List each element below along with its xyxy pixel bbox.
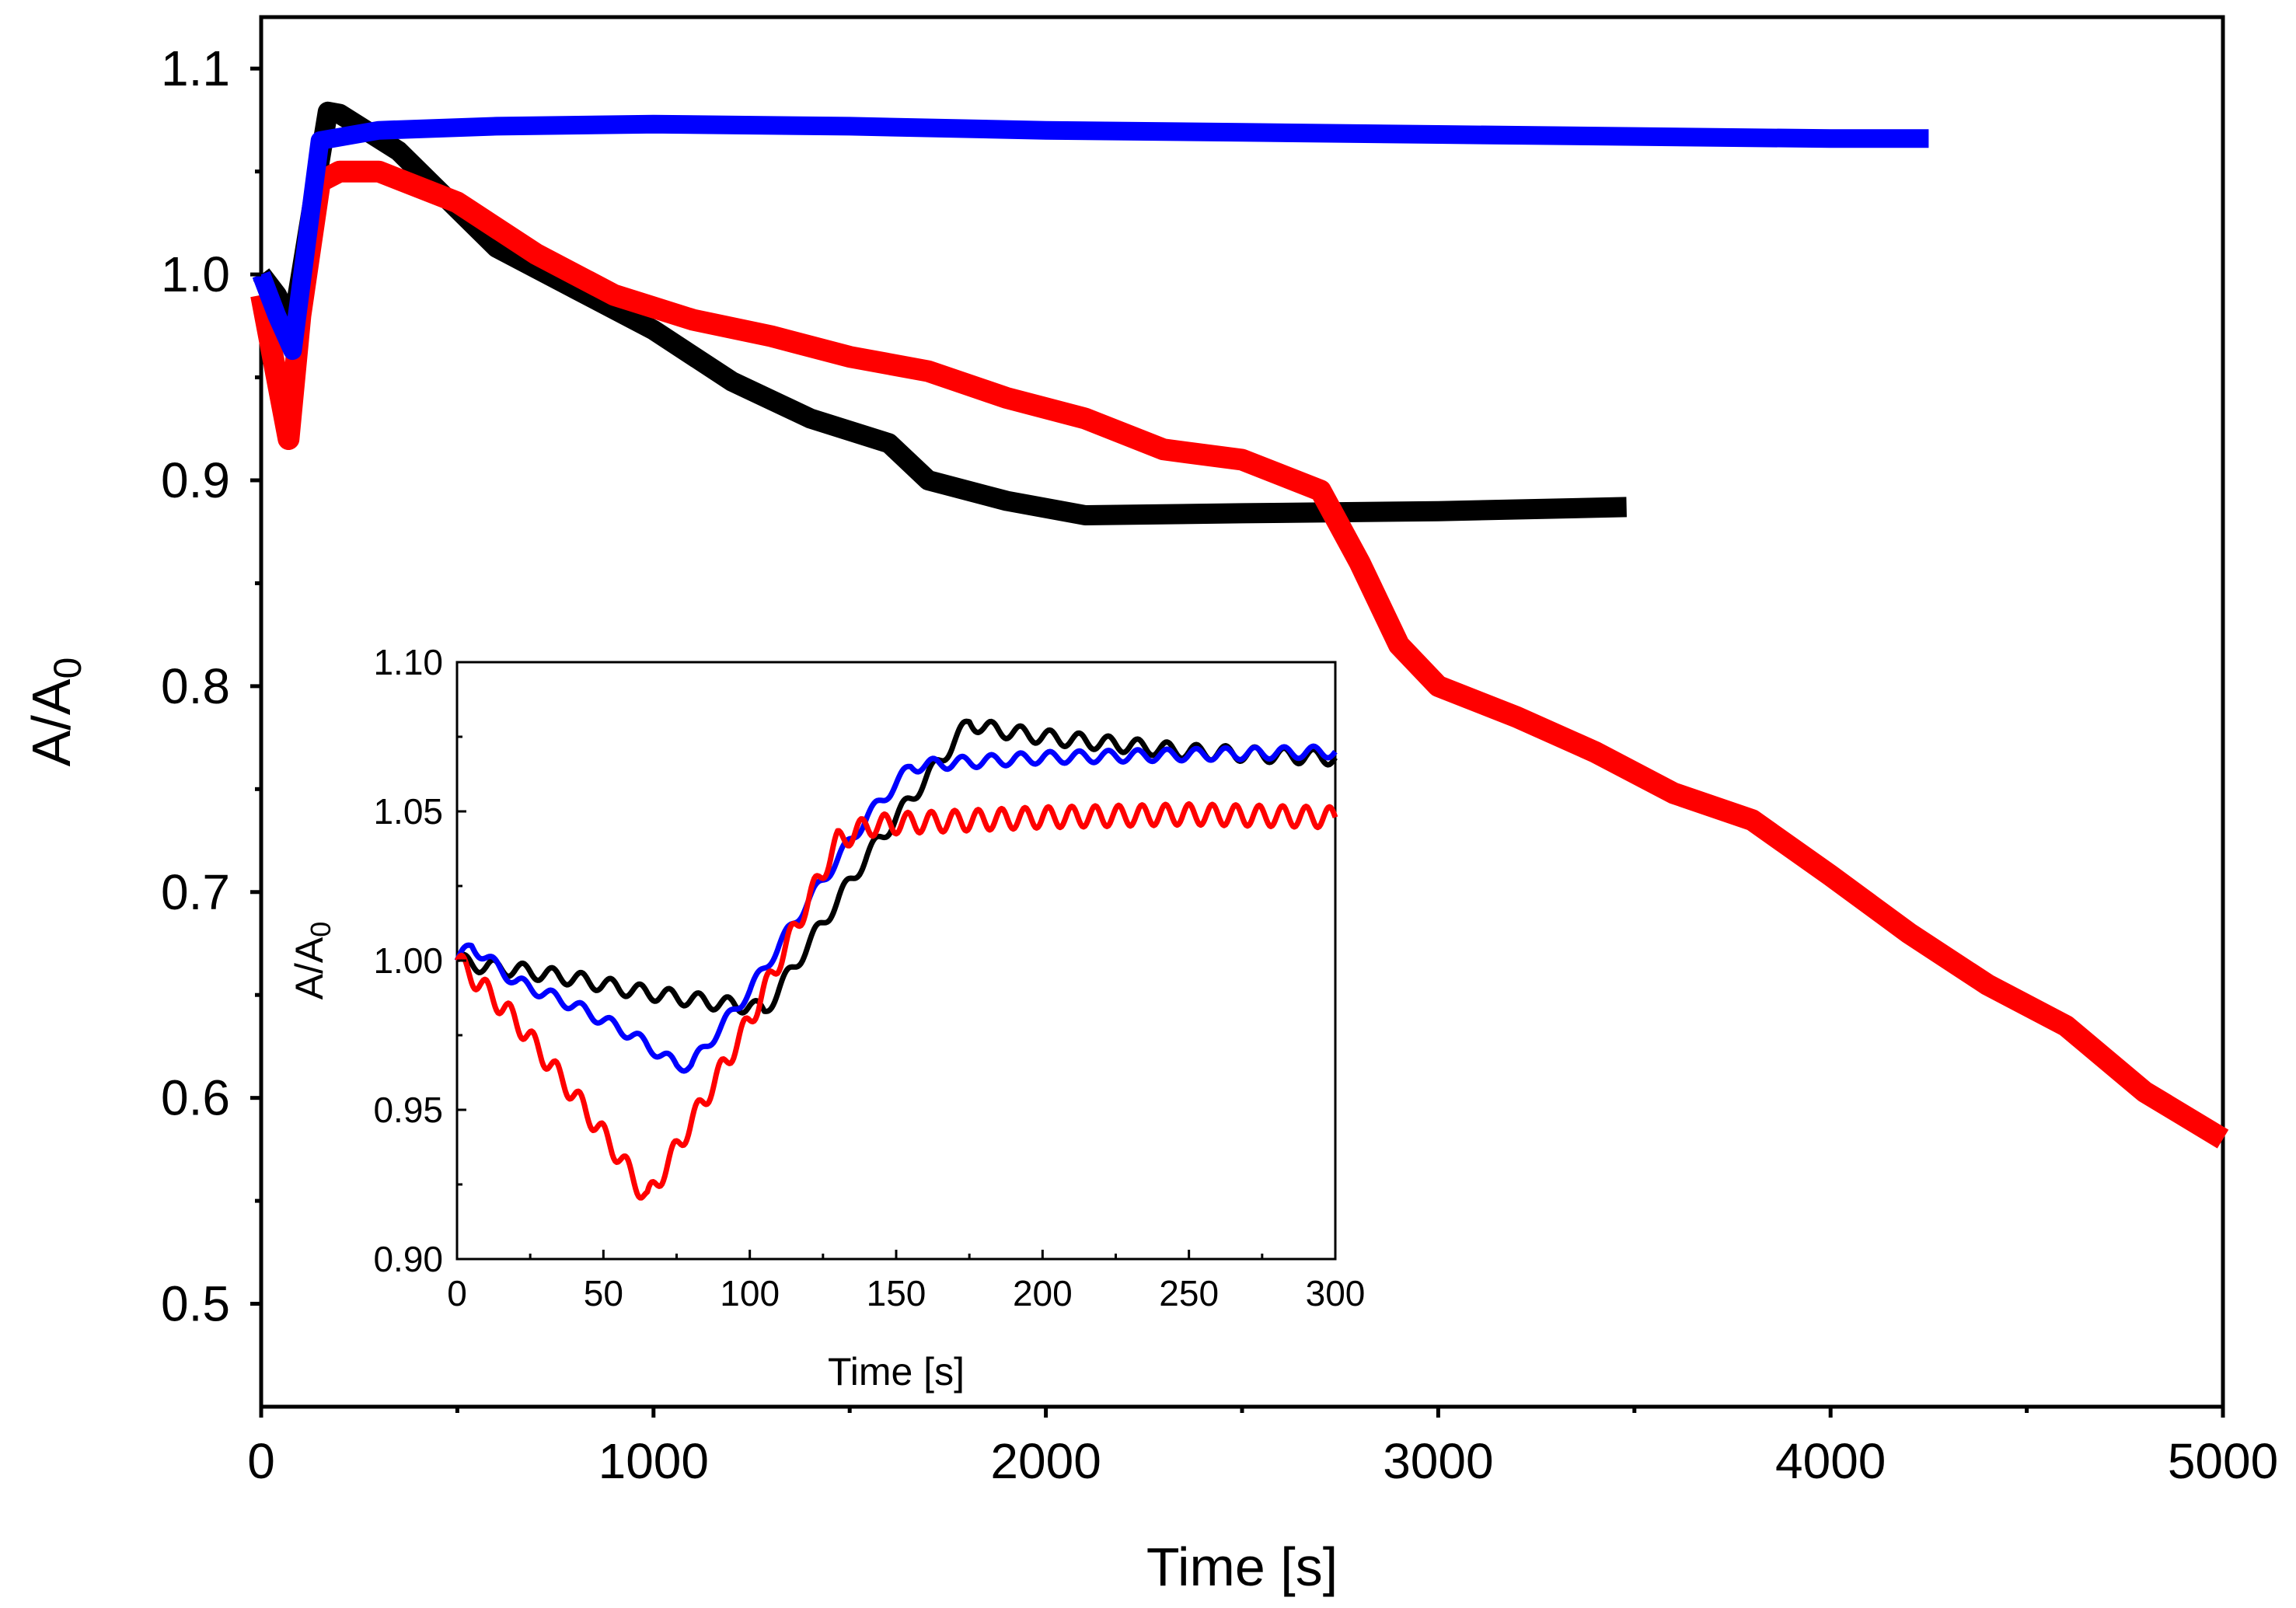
inset-y-tick-label: 1.00 [373, 940, 443, 981]
inset-y-axis-label: A/A0 [288, 922, 337, 1000]
main-ticks-group: 0 1000 2000 3000 4000 50000.50.60.70.80.91.01… [161, 40, 2278, 1489]
main-y-tick-label: 0.6 [161, 1070, 230, 1126]
inset-x-tick-label: 200 [1013, 1273, 1073, 1313]
main-y-tick-label: 0.9 [161, 452, 230, 508]
inset-x-tick-label: 50 [584, 1273, 623, 1313]
main-y-tick-label: 0.5 [161, 1276, 230, 1332]
main-y-axis-label: A/A0 [21, 658, 89, 767]
main-series-group [250, 101, 2229, 1149]
main-x-tick-label: 2000 [990, 1433, 1101, 1489]
main-y-axis-label-sub: 0 [46, 658, 89, 679]
inset-background [457, 662, 1335, 1259]
main-x-tick-label: 1000 [598, 1433, 709, 1489]
inset-series-red [454, 801, 1338, 1201]
main-series-black [253, 101, 1627, 525]
main-y-tick-label: 0.7 [161, 864, 230, 920]
inset-y-axis-label-main: A/A [288, 937, 331, 999]
inset-series-blue [454, 743, 1338, 1074]
main-y-tick-label: 1.0 [161, 246, 230, 302]
inset-y-axis-label-sub: 0 [305, 922, 337, 937]
main-y-tick-label: 0.8 [161, 658, 230, 714]
main-x-axis-label: Time [s] [1146, 1536, 1338, 1597]
main-y-axis-label-main: A/A [21, 678, 82, 766]
inset-y-tick-label: 0.95 [373, 1090, 443, 1130]
inset-ticks-group: 0 50 100 150 200 250 300 0.90 0.95 1.00 1.05 1.10 [373, 642, 1365, 1313]
inset-series-group [454, 718, 1338, 1201]
inset-x-tick-label: 150 [867, 1273, 926, 1313]
main-x-tick-label: 0 [247, 1433, 275, 1489]
main-y-tick-label: 1.1 [161, 40, 230, 96]
main-x-tick-label: 3000 [1383, 1433, 1493, 1489]
inset-x-axis-label: Time [s] [828, 1350, 965, 1393]
inset-y-tick-label: 1.10 [373, 642, 443, 682]
main-series-red [250, 160, 2229, 1149]
inset-y-tick-label: 0.90 [373, 1239, 443, 1279]
main-series-blue [252, 114, 1929, 361]
inset-x-tick-label: 250 [1159, 1273, 1219, 1313]
main-x-tick-label: 4000 [1775, 1433, 1886, 1489]
main-x-tick-label: 5000 [2168, 1433, 2278, 1489]
inset-x-tick-label: 100 [720, 1273, 780, 1313]
inset-y-tick-label: 1.05 [373, 791, 443, 832]
inset-x-tick-label: 300 [1306, 1273, 1366, 1313]
inset-x-tick-label: 0 [447, 1273, 467, 1313]
